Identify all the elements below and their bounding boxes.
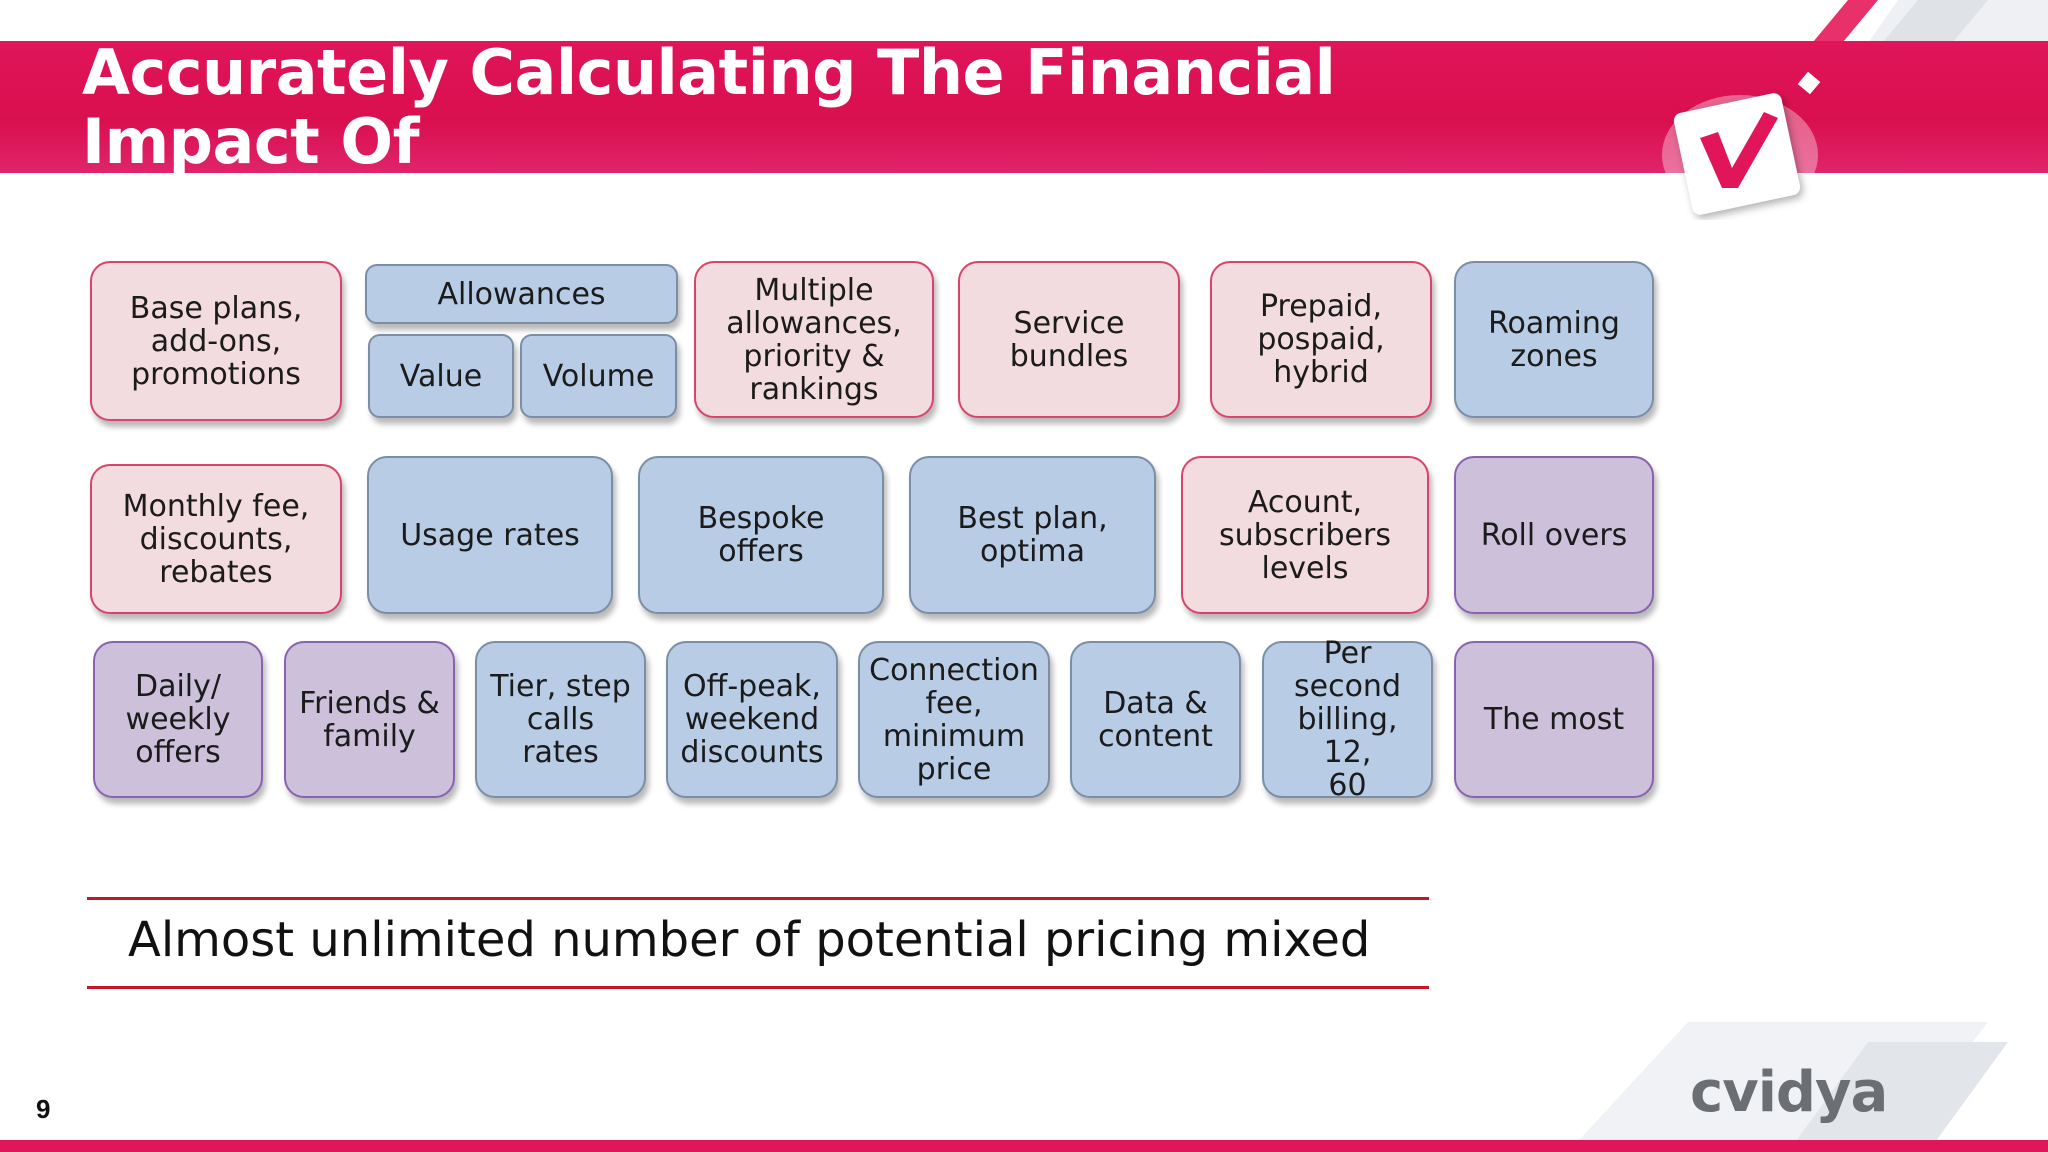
box-value: Value [368, 334, 514, 418]
box-service-bundles: Service bundles [958, 261, 1180, 418]
divider-bottom [87, 986, 1429, 989]
box-allowances: Allowances [365, 264, 678, 324]
cvidya-logo: cvidya [1690, 1060, 1888, 1125]
box-bespoke-offers: Bespoke offers [638, 456, 884, 614]
slide-title: Accurately Calculating The Financial Imp… [82, 38, 1582, 314]
box-roaming-zones: Roaming zones [1454, 261, 1654, 418]
box-volume: Volume [520, 334, 677, 418]
box-friends-family: Friends & family [284, 641, 455, 798]
box-connection-fee: Connection fee, minimum price [858, 641, 1050, 798]
page-number: 9 [36, 1094, 51, 1124]
box-prepaid: Prepaid, pospaid, hybrid [1210, 261, 1432, 418]
bottom-band [0, 1140, 2048, 1152]
decorative-swoosh-bottom [1568, 1022, 2008, 1152]
box-account-levels: Acount, subscribers levels [1181, 456, 1429, 614]
checkmark-logo-icon [1662, 71, 1821, 215]
box-multiple-allowances: Multiple allowances, priority & rankings [694, 261, 934, 418]
box-offpeak: Off-peak, weekend discounts [666, 641, 838, 798]
box-roll-overs: Roll overs [1454, 456, 1654, 614]
box-base-plans: Base plans, add-ons, promotions [90, 261, 342, 421]
box-data-content: Data & content [1070, 641, 1241, 798]
title-line-1: Accurately Calculating The Financial Imp… [82, 36, 1336, 178]
tagline: Almost unlimited number of potential pri… [128, 912, 1371, 968]
box-best-plan: Best plan, optima [909, 456, 1156, 614]
box-tier-step: Tier, step calls rates [475, 641, 646, 798]
box-daily-weekly: Daily/ weekly offers [93, 641, 263, 798]
divider-top [87, 897, 1429, 900]
box-monthly-fee: Monthly fee, discounts, rebates [90, 464, 342, 614]
box-per-second-billing: Per second billing, 12, 60 [1262, 637, 1433, 802]
box-usage-rates: Usage rates [367, 456, 613, 614]
box-the-most: The most [1454, 641, 1654, 798]
